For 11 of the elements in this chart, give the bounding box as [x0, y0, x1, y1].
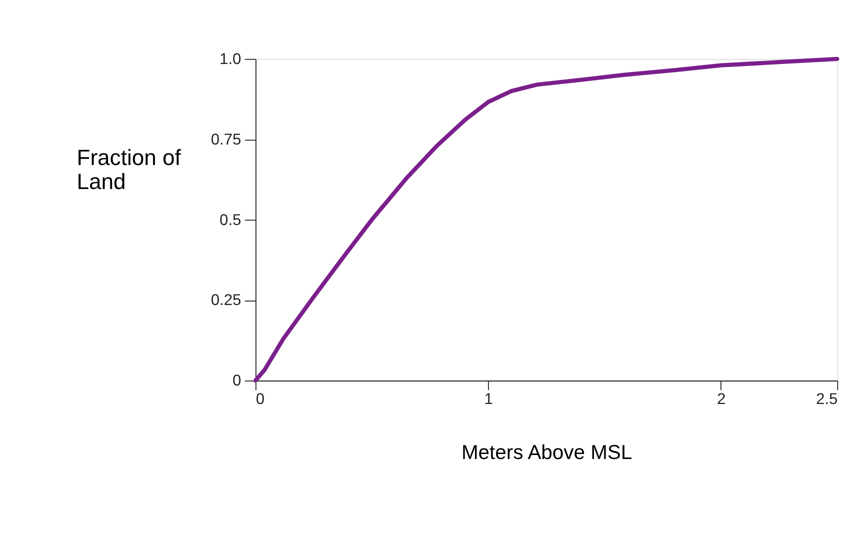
x-tick-label: 2 [716, 390, 726, 408]
y-tick-label: 1.0 [220, 50, 242, 68]
x-tick-label: 1 [484, 390, 493, 408]
x-axis-title: Meters Above MSL [461, 442, 632, 464]
y-tick-label: 0.25 [210, 292, 242, 310]
y-tick-label: 0 [232, 372, 242, 390]
x-tick-label: 0 [256, 390, 265, 408]
y-axis-title: Fraction of Land [76, 145, 182, 194]
y-tick-label: 0.75 [210, 131, 242, 148]
x-tick-label: 2.5 [816, 390, 838, 408]
y-tick-label: 0.5 [220, 212, 242, 229]
